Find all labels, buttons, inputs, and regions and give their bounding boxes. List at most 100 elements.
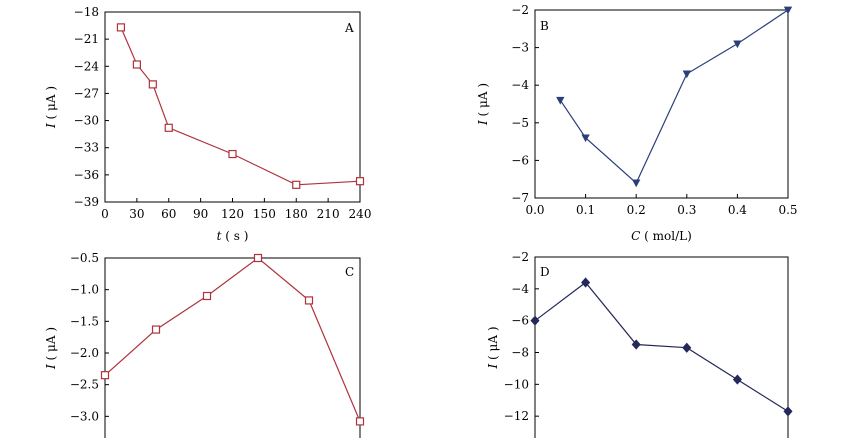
y-tick-label: −39 <box>74 195 99 209</box>
y-tick-label: −6 <box>511 314 529 328</box>
y-tick-label: −24 <box>74 59 100 73</box>
plot-frame <box>104 11 361 203</box>
x-tick-label: 0.1 <box>576 203 595 217</box>
panel-label: B <box>540 19 549 33</box>
y-tick-label: −30 <box>74 114 99 128</box>
data-point <box>292 180 301 189</box>
data-point <box>355 177 365 186</box>
series-line <box>534 281 789 412</box>
data-point <box>556 96 565 105</box>
y-tick-label: −36 <box>74 168 99 182</box>
y-tick-label: −10 <box>504 377 529 391</box>
data-point <box>116 23 126 32</box>
x-tick-label: 60 <box>161 207 176 221</box>
y-tick-label: −12 <box>504 409 529 423</box>
y-tick-label: −2.5 <box>70 378 99 392</box>
series-line <box>559 9 789 184</box>
y-tick-label: −8 <box>511 346 529 360</box>
y-tick-label: −2.0 <box>70 346 99 360</box>
data-point <box>151 325 161 334</box>
x-tick-label: 90 <box>193 207 208 221</box>
x-axis-variable: t <box>217 229 222 243</box>
data-point <box>148 80 157 89</box>
panel-c: −0.5−1.0−1.5−2.0−2.5−3.0−3.5I ( μA )C <box>44 251 365 438</box>
y-tick-label: −2 <box>511 250 529 264</box>
x-tick-label: 240 <box>349 207 372 221</box>
data-point <box>228 149 237 159</box>
y-axis-unit: ( μA ) <box>486 326 500 363</box>
data-point <box>132 60 141 69</box>
panel-d: −2 −4 −6 −8 −10 −12 I ( μA ) D <box>486 250 793 438</box>
x-axis-variable: C <box>631 229 640 243</box>
data-point <box>253 253 263 263</box>
series-line <box>104 257 361 422</box>
data-point <box>202 291 212 301</box>
x-tick-label: 0.0 <box>525 203 544 217</box>
y-axis-variable: I <box>476 120 490 126</box>
y-tick-label: −3.0 <box>70 409 99 423</box>
y-axis-variable: I <box>44 123 58 129</box>
y-axis-unit: ( μA ) <box>44 327 58 364</box>
data-point <box>783 6 793 15</box>
data-point <box>304 296 314 305</box>
data-point <box>631 339 641 350</box>
y-tick-label: −2 <box>511 3 529 17</box>
y-tick-label: −1.5 <box>70 314 99 328</box>
data-point <box>164 123 173 132</box>
y-tick-label: −3 <box>511 41 529 55</box>
data-point <box>732 374 742 385</box>
x-tick-label: 0.5 <box>778 203 797 217</box>
y-axis-unit: ( μA ) <box>44 86 58 123</box>
x-axis-label: C ( mol/L) <box>631 229 692 243</box>
y-tick-label: −1.0 <box>70 283 99 297</box>
data-point <box>581 134 590 143</box>
y-tick-label: −18 <box>74 5 99 19</box>
y-tick-label: −27 <box>74 86 99 100</box>
data-point <box>682 70 691 79</box>
y-axis-variable: I <box>486 364 500 370</box>
y-axis-unit: ( μA ) <box>476 83 490 120</box>
panel-b: −2 −3 −4 −5 −6 −70.0 0.1 0.2 0.3 0.4 0.5 C ( mol/L)… <box>476 3 798 243</box>
plot-frame <box>534 9 789 199</box>
x-axis-unit: ( s ) <box>221 229 248 243</box>
y-axis-label: I ( μA ) <box>44 86 58 129</box>
x-tick-label: 120 <box>221 207 244 221</box>
y-axis-label: I ( μA ) <box>476 83 490 126</box>
data-point <box>355 417 365 426</box>
x-tick-label: 150 <box>253 207 276 221</box>
y-axis-label: I ( μA ) <box>486 326 500 369</box>
y-tick-label: −0.5 <box>70 251 99 265</box>
plot-frame <box>104 257 361 438</box>
panel-label: D <box>540 265 550 279</box>
y-tick-label: −33 <box>74 141 99 155</box>
x-tick-label: 180 <box>285 207 308 221</box>
y-tick-label: −7 <box>511 191 529 205</box>
y-axis-variable: I <box>44 364 58 370</box>
x-tick-label: 0.2 <box>627 203 646 217</box>
panel-label: C <box>345 265 354 279</box>
data-point <box>682 342 692 353</box>
data-point <box>100 371 110 380</box>
data-point <box>783 406 793 417</box>
y-tick-label: −21 <box>74 32 99 46</box>
data-point <box>530 315 540 326</box>
plot-frame <box>534 256 789 438</box>
data-point <box>581 277 591 288</box>
y-tick-label: −5 <box>511 116 529 130</box>
data-point <box>632 179 641 188</box>
y-tick-label: −6 <box>511 153 529 167</box>
series-line <box>120 27 361 186</box>
y-axis-label: I ( μA ) <box>44 327 58 370</box>
x-tick-label: 0 <box>101 207 109 221</box>
y-tick-label: −4 <box>511 282 529 296</box>
x-axis-unit: ( mol/L) <box>640 229 691 243</box>
panel-label: A <box>344 21 354 35</box>
y-tick-label: −4 <box>511 78 529 92</box>
x-tick-label: 210 <box>317 207 340 221</box>
data-point <box>733 40 742 49</box>
x-tick-label: 30 <box>129 207 144 221</box>
x-axis-label: t ( s ) <box>217 229 249 243</box>
x-tick-label: 0.3 <box>677 203 696 217</box>
panel-a: −18 −21 −24 −27 −30 −33 −36 −390 30 60 90 120 150 180… <box>44 5 371 243</box>
